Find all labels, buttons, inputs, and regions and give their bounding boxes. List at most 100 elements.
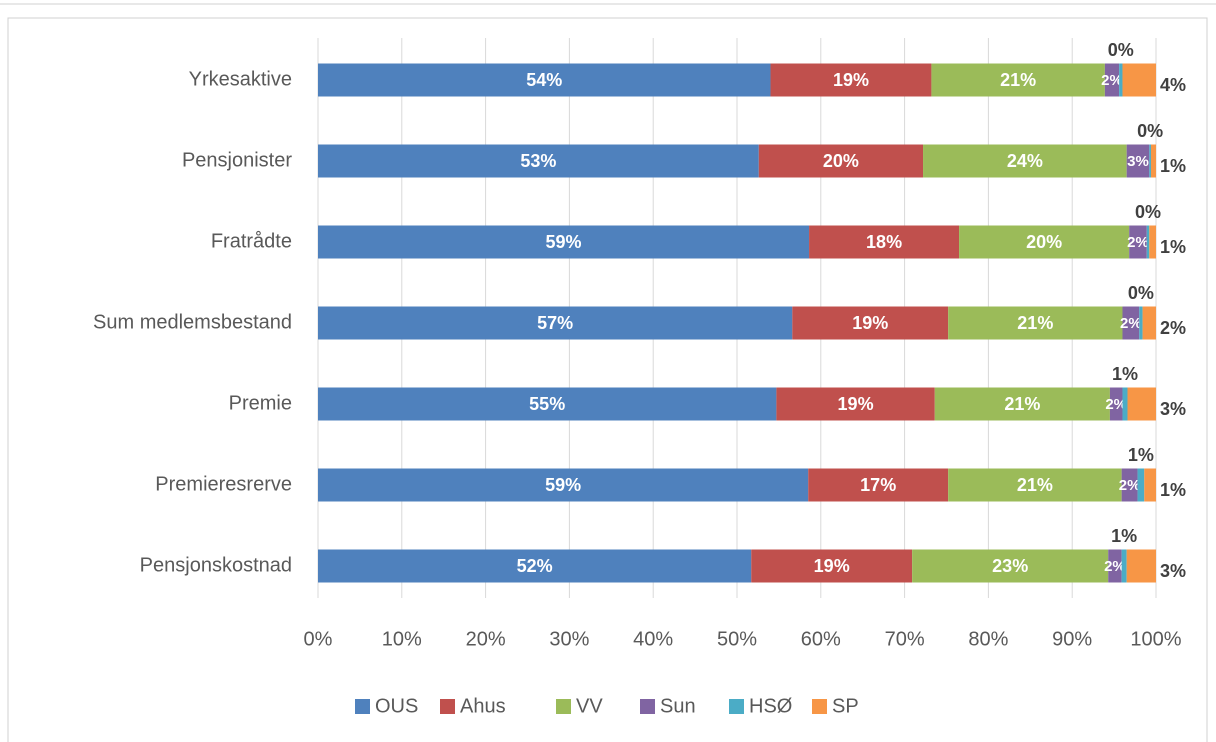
data-label: 55% — [529, 394, 565, 414]
data-label: 24% — [1007, 151, 1043, 171]
data-label: 19% — [833, 70, 869, 90]
y-tick-label: Fratrådte — [211, 230, 292, 252]
data-label: 19% — [852, 313, 888, 333]
x-tick-label: 20% — [466, 628, 506, 650]
x-tick-label: 60% — [801, 628, 841, 650]
bar-segment — [1119, 63, 1123, 97]
y-tick-label: Yrkesaktive — [189, 68, 292, 90]
x-tick-label: 90% — [1052, 628, 1092, 650]
data-label: 19% — [814, 556, 850, 576]
data-label: 0% — [1137, 121, 1163, 141]
bar-segment — [1121, 468, 1138, 502]
bar-segment — [318, 63, 771, 97]
legend-label: OUS — [375, 695, 418, 717]
data-label: 2% — [1101, 72, 1123, 89]
data-label: 53% — [520, 151, 556, 171]
legend-swatch — [640, 699, 655, 714]
bar-segment — [1108, 549, 1122, 583]
x-tick-label: 0% — [304, 628, 333, 650]
data-label: 1% — [1160, 237, 1186, 257]
data-label: 21% — [1017, 313, 1053, 333]
data-label: 20% — [1026, 232, 1062, 252]
bar-segment — [931, 63, 1105, 97]
x-tick-label: 40% — [633, 628, 673, 650]
bar-segment — [934, 387, 1110, 421]
y-tick-label: Pensjonister — [182, 149, 292, 171]
data-label: 21% — [1004, 394, 1040, 414]
data-label: 2% — [1120, 315, 1142, 332]
bar-segment — [1126, 144, 1150, 178]
data-label: 0% — [1108, 40, 1134, 60]
data-label: 2% — [1104, 558, 1126, 575]
bar-segment — [751, 549, 913, 583]
data-label: 0% — [1135, 202, 1161, 222]
bar-segment — [1142, 306, 1156, 340]
bar-segment — [792, 306, 949, 340]
data-label: 2% — [1119, 477, 1141, 494]
chart-border — [7, 17, 1208, 742]
data-label: 3% — [1160, 561, 1186, 581]
bar-segment — [959, 225, 1130, 259]
bar-segment — [923, 144, 1127, 178]
legend-label: HSØ — [749, 695, 792, 717]
data-label: 18% — [866, 232, 902, 252]
bar-segment — [1146, 225, 1150, 259]
bar-segment — [318, 306, 793, 340]
bar-segment — [318, 549, 752, 583]
legend-label: VV — [576, 695, 603, 717]
data-label: 57% — [537, 313, 573, 333]
y-tick-label: Premieresrerve — [155, 473, 292, 495]
data-label: 54% — [526, 70, 562, 90]
data-label: 3% — [1160, 399, 1186, 419]
bar-segment — [1126, 549, 1156, 583]
bar-segment — [318, 468, 809, 502]
data-label: 3% — [1127, 153, 1149, 170]
bar-segment — [776, 387, 935, 421]
bar-segment — [1149, 225, 1156, 259]
legend-label: Ahus — [460, 695, 506, 717]
bar-segment — [1137, 468, 1145, 502]
bar-segment — [809, 225, 960, 259]
bar-segment — [1139, 306, 1143, 340]
x-tick-label: 100% — [1130, 628, 1181, 650]
data-label: 1% — [1111, 526, 1137, 546]
data-label: 20% — [823, 151, 859, 171]
x-tick-label: 70% — [885, 628, 925, 650]
bar-segment — [758, 144, 924, 178]
bar-segment — [1122, 387, 1128, 421]
bar-segment — [1149, 144, 1151, 178]
y-tick-label: Pensjonskostnad — [140, 554, 292, 576]
y-tick-label: Premie — [229, 392, 292, 414]
x-tick-label: 10% — [382, 628, 422, 650]
data-label: 1% — [1128, 445, 1154, 465]
legend-swatch — [355, 699, 370, 714]
data-label: 59% — [545, 475, 581, 495]
data-label: 2% — [1105, 396, 1127, 413]
data-label: 17% — [860, 475, 896, 495]
y-tick-label: Sum medlemsbestand — [93, 311, 292, 333]
bar-segment — [1122, 306, 1140, 340]
bar-segment — [318, 144, 759, 178]
data-label: 0% — [1128, 283, 1154, 303]
legend-swatch — [729, 699, 744, 714]
legend-label: Sun — [660, 695, 696, 717]
bar-segment — [1150, 144, 1156, 178]
bar-segment — [770, 63, 932, 97]
legend-swatch — [556, 699, 571, 714]
data-label: 1% — [1112, 364, 1138, 384]
legend-swatch — [812, 699, 827, 714]
bar-segment — [1121, 549, 1127, 583]
x-tick-label: 30% — [549, 628, 589, 650]
data-label: 1% — [1160, 480, 1186, 500]
bar-segment — [912, 549, 1109, 583]
bar-segment — [1122, 63, 1156, 97]
bar-segment — [1144, 468, 1156, 502]
data-label: 4% — [1160, 75, 1186, 95]
legend-swatch — [440, 699, 455, 714]
data-label: 2% — [1127, 234, 1149, 251]
x-tick-label: 80% — [968, 628, 1008, 650]
data-label: 21% — [1017, 475, 1053, 495]
bar-segment — [1104, 63, 1120, 97]
bar-segment — [948, 306, 1123, 340]
